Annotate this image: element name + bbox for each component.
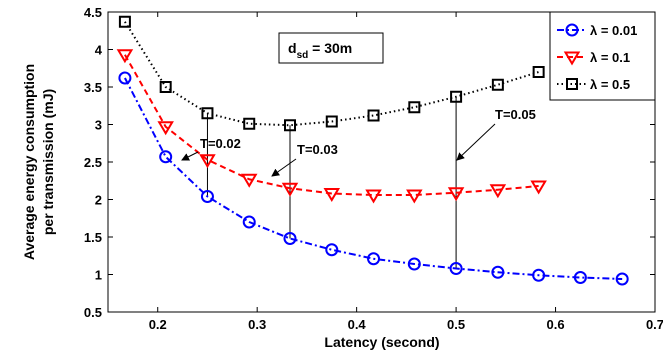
data-point-series-2 xyxy=(530,180,547,195)
x-tick-label: 0.5 xyxy=(447,317,465,332)
y-axis-title-line-2: per transmission (mJ) xyxy=(40,89,56,235)
data-point-series-3 xyxy=(159,81,172,93)
data-point-series-2 xyxy=(157,121,174,136)
legend: λ = 0.01 λ = 0.1 λ = 0.5 xyxy=(549,11,656,101)
series-line-1 xyxy=(124,77,623,280)
data-point-series-2 xyxy=(199,154,216,169)
data-point-series-3 xyxy=(284,119,297,132)
legend-label-1: λ = 0.01 xyxy=(590,23,637,38)
x-tick-label: 0.7 xyxy=(646,317,663,332)
data-point-series-2 xyxy=(323,188,341,202)
data-point-series-2 xyxy=(240,173,258,188)
series-line-3 xyxy=(124,21,539,127)
data-point-series-2 xyxy=(489,184,507,199)
annotation-label: T=0.05 xyxy=(495,107,536,122)
annotations: T=0.02 T=0.03 T=0.05 xyxy=(181,107,536,177)
data-point-series-1 xyxy=(573,271,587,284)
y-tick-label: 3 xyxy=(95,118,102,133)
data-point-series-3 xyxy=(243,117,256,130)
legend-marker-1 xyxy=(565,23,579,37)
y-tick-label: 4 xyxy=(95,43,103,58)
data-point-series-3 xyxy=(367,109,380,122)
annotation-arrow xyxy=(181,151,199,161)
data-point-series-3 xyxy=(408,101,421,114)
data-point-series-1 xyxy=(407,257,421,271)
data-point-series-1 xyxy=(242,215,256,229)
annotation-arrow xyxy=(271,158,297,177)
legend-label-3: λ = 0.5 xyxy=(590,77,630,92)
series-lines xyxy=(124,21,623,280)
data-point-series-1 xyxy=(491,265,505,279)
inner-label-rest: = 30m xyxy=(308,40,352,56)
y-tick-label: 4.5 xyxy=(84,5,102,20)
annotation-arrow xyxy=(456,123,496,161)
data-point-series-2 xyxy=(116,49,134,64)
inner-label-box: dsd = 30m xyxy=(278,32,384,64)
y-tick-label: 1.5 xyxy=(84,230,102,245)
y-tick-label: 2 xyxy=(95,193,102,208)
data-point-series-2 xyxy=(447,187,465,202)
data-point-series-1 xyxy=(159,150,173,164)
y-tick-label: 0.5 xyxy=(84,305,102,320)
y-axis: 0.5 1 1.5 2 2.5 3 3.5 4 4.5 xyxy=(84,5,655,320)
data-point-series-1 xyxy=(200,190,214,203)
data-point-series-1 xyxy=(367,252,381,266)
data-point-series-3 xyxy=(450,90,463,103)
x-tick-label: 0.4 xyxy=(348,317,367,332)
data-point-series-3 xyxy=(325,115,338,128)
x-tick-label: 0.6 xyxy=(547,317,565,332)
data-point-series-3 xyxy=(532,66,545,78)
data-point-series-1 xyxy=(615,272,629,286)
legend-label-2: λ = 0.1 xyxy=(590,50,630,65)
annotation-label: T=0.03 xyxy=(297,142,338,157)
data-point-series-2 xyxy=(365,189,382,204)
data-point-series-1 xyxy=(449,262,463,275)
y-tick-label: 3.5 xyxy=(84,80,102,95)
legend-marker-3 xyxy=(566,78,578,90)
data-point-series-2 xyxy=(406,189,423,204)
data-point-series-3 xyxy=(201,107,214,120)
data-point-series-2 xyxy=(281,182,299,197)
data-point-series-1 xyxy=(118,71,132,85)
x-axis-title: Latency (second) xyxy=(324,334,439,350)
data-point-series-1 xyxy=(532,268,546,282)
data-point-series-3 xyxy=(118,15,131,28)
svg-text:dsd = 30m: dsd = 30m xyxy=(288,40,352,61)
inner-label-sub: sd xyxy=(297,50,309,61)
data-point-series-3 xyxy=(491,78,504,91)
series-markers xyxy=(116,15,629,286)
legend-marker-2 xyxy=(563,51,581,66)
x-tick-label: 0.3 xyxy=(248,317,266,332)
annotation-label: T=0.02 xyxy=(200,136,241,151)
y-tick-label: 1 xyxy=(95,268,102,283)
data-point-series-1 xyxy=(325,243,339,257)
y-tick-label: 2.5 xyxy=(84,155,102,170)
data-point-series-1 xyxy=(283,232,297,245)
x-axis: 0.2 0.3 0.4 0.5 0.6 0.7 xyxy=(149,12,663,332)
inner-label-main: d xyxy=(288,40,297,56)
y-axis-title-line-1: Average energy consumption xyxy=(21,64,37,260)
series-line-2 xyxy=(124,54,539,196)
x-tick-label: 0.2 xyxy=(149,317,167,332)
